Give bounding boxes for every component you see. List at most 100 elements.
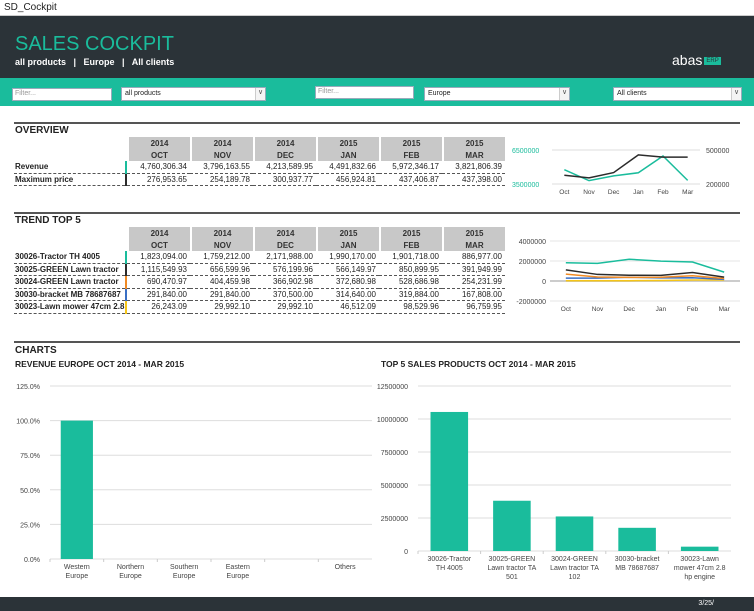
column-month: DEC	[253, 149, 316, 161]
row-label: Maximum price	[14, 174, 125, 186]
region-select[interactable]: Europe ∨	[424, 87, 570, 101]
column-month: JAN	[316, 149, 379, 161]
table-cell: 4,213,589.95	[253, 161, 316, 174]
y-axis-tick: 75.0%	[20, 453, 40, 460]
x-axis-tick: Southern Europe	[170, 564, 199, 580]
right-axis-tick: 500000	[706, 148, 729, 155]
column-month: FEB	[379, 149, 442, 161]
y-axis-tick: 2000000	[519, 259, 546, 266]
x-axis-tick: Nov	[583, 189, 595, 196]
series-color-marker	[125, 263, 127, 276]
product-select[interactable]: all products ∨	[121, 87, 266, 101]
region-filter-input[interactable]: Filter...	[315, 86, 414, 99]
y-axis-tick: 2500000	[381, 516, 408, 523]
y-axis-tick: 12500000	[377, 384, 408, 391]
filter-summary: all products | Europe | All clients	[15, 57, 175, 67]
series-line	[565, 273, 725, 280]
row-label: 30025-GREEN Lawn tractor	[14, 264, 125, 276]
series-line-revenue	[564, 155, 689, 182]
row-label: 30024-GREEN Lawn tractor	[14, 276, 125, 289]
y-axis-tick: 50.0%	[20, 488, 40, 495]
table-cell: 1,759,212.00	[190, 251, 253, 264]
chevron-down-icon[interactable]: ∨	[559, 88, 569, 100]
table-row: 30023-Lawn mower 47cm 2.8 hp engine26,24…	[14, 301, 505, 314]
table-cell: 3,796,163.55	[190, 161, 253, 174]
filter-bar: Filter... all products ∨ Filter... Europe…	[0, 78, 754, 106]
x-axis-tick: Western Europe	[64, 564, 90, 580]
x-axis-tick: Eastern Europe	[226, 564, 250, 580]
status-bar: 3/25/	[0, 597, 754, 611]
table-cell: 1,990,170.00	[316, 251, 379, 264]
y-axis-tick: 100.0%	[16, 419, 40, 426]
bar[interactable]	[680, 546, 719, 551]
row-label: 30023-Lawn mower 47cm 2.8 hp engine	[14, 301, 125, 314]
y-axis-tick: 25.0%	[20, 522, 40, 529]
right-axis-tick: 200000	[706, 182, 729, 189]
table-cell: 300,937.77	[253, 174, 316, 186]
products-chart-title: TOP 5 SALES PRODUCTS OCT 2014 - MAR 2015	[381, 359, 576, 369]
chevron-down-icon[interactable]: ∨	[731, 88, 741, 100]
table-cell: 528,686.98	[379, 276, 442, 289]
table-cell: 29,992.10	[190, 301, 253, 314]
product-select-value: all products	[125, 90, 161, 97]
table-cell: 4,491,832.66	[316, 161, 379, 174]
series-color-marker	[125, 251, 127, 264]
table-cell: 850,899.95	[379, 264, 442, 276]
x-axis-tick: Feb	[687, 306, 699, 313]
chevron-down-icon[interactable]: ∨	[255, 88, 265, 100]
table-cell: 314,640.00	[316, 289, 379, 301]
x-axis-tick: Jan	[633, 189, 644, 196]
column-month: DEC	[253, 239, 316, 251]
x-axis-tick: Dec	[623, 306, 635, 313]
column-year: 2015	[379, 227, 442, 239]
product-filter-input[interactable]: Filter...	[12, 88, 112, 101]
bar[interactable]	[618, 527, 656, 551]
bar[interactable]	[555, 516, 594, 551]
overview-table: 2014 2014 2014 2015 2015 2015 OCT NOV DEC JAN FEB M…	[14, 137, 505, 186]
column-year: 2014	[127, 227, 190, 239]
x-axis-tick: Jan	[656, 306, 667, 313]
bar[interactable]	[60, 420, 93, 559]
overview-chart: 6500000 3500000 500000 200000 Oct Nov Dec Jan Fe…	[512, 148, 729, 196]
window-titlebar: SD_Cockpit	[0, 0, 754, 16]
x-axis-tick: Oct	[559, 189, 569, 196]
series-color-marker	[125, 276, 127, 289]
x-axis-tick: Mar	[719, 306, 731, 313]
table-cell: 98,529.96	[379, 301, 442, 314]
client-select[interactable]: All clients ∨	[613, 87, 742, 101]
table-cell: 96,759.95	[442, 301, 505, 314]
x-axis-tick: Mar	[682, 189, 694, 196]
bar[interactable]	[430, 411, 469, 551]
x-axis-tick: Feb	[657, 189, 669, 196]
region-revenue-chart: 125.0% 100.0% 75.0% 50.0% 25.0% 0.0% Western Eu…	[16, 384, 372, 580]
blank-header	[14, 137, 127, 149]
table-cell: 319,884.00	[379, 289, 442, 301]
table-cell: 29,992.10	[253, 301, 316, 314]
y-axis-tick: 5000000	[381, 483, 408, 490]
app-header: SALES COCKPIT all products | Europe | Al…	[0, 16, 754, 78]
section-divider	[14, 122, 740, 124]
blank-header	[14, 239, 127, 251]
table-cell: 576,199.96	[253, 264, 316, 276]
column-year: 2015	[316, 227, 379, 239]
table-cell: 391,949.99	[442, 264, 505, 276]
series-line	[565, 279, 725, 282]
y-axis-tick: -2000000	[516, 299, 546, 306]
y-axis-tick: 7500000	[381, 450, 408, 457]
table-cell: 4,760,306.34	[127, 161, 190, 174]
table-cell: 404,459.98	[190, 276, 253, 289]
region-chart-title: REVENUE EUROPE OCT 2014 - MAR 2015	[15, 359, 185, 369]
series-line	[565, 258, 725, 273]
series-color-marker	[125, 161, 127, 174]
x-axis-tick: 30030-bracket MB 78687687	[615, 556, 660, 572]
table-cell: 1,115,549.93	[127, 264, 190, 276]
column-month: MAR	[442, 149, 505, 161]
series-line-maximum-price	[564, 154, 688, 179]
column-year: 2014	[127, 137, 190, 149]
bar[interactable]	[493, 500, 531, 551]
table-cell: 437,406.87	[379, 174, 442, 186]
trend-heading: TREND TOP 5	[15, 215, 81, 226]
trend-chart: 4000000 2000000 0 -2000000 Oct Nov Dec Jan Feb Ma…	[516, 239, 740, 313]
table-row: 30025-GREEN Lawn tractor 1,115,549.93 656,…	[14, 263, 505, 276]
table-cell: 291,840.00	[127, 289, 190, 301]
